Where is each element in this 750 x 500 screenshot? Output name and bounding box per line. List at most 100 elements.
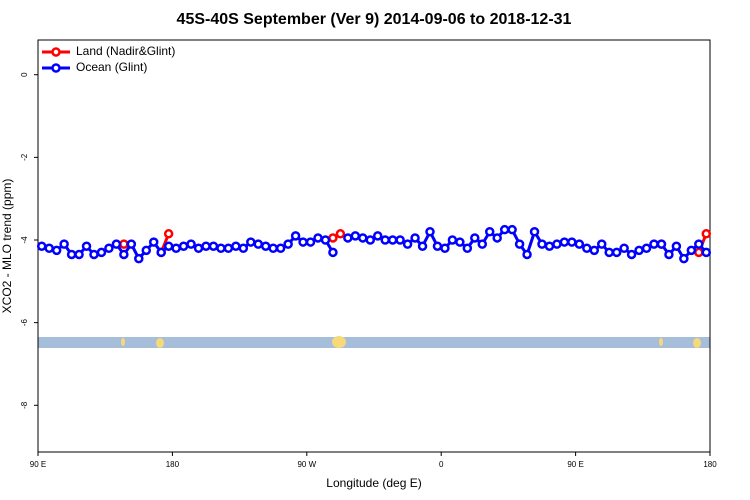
data-point xyxy=(216,243,226,254)
x-tick-label: 180 xyxy=(166,460,180,469)
data-point xyxy=(320,235,331,245)
legend-marker xyxy=(51,47,61,57)
data-point xyxy=(499,224,510,235)
ocean-strip xyxy=(38,337,710,348)
data-point xyxy=(111,239,122,249)
data-point xyxy=(447,235,458,245)
land-patch xyxy=(693,338,701,348)
data-point xyxy=(66,249,77,260)
data-point xyxy=(290,231,301,241)
data-point xyxy=(402,239,413,249)
data-point xyxy=(649,239,659,249)
data-point xyxy=(268,243,278,254)
data-point xyxy=(335,229,346,239)
data-point xyxy=(694,239,704,249)
data-point xyxy=(328,247,338,258)
data-point xyxy=(372,231,383,241)
y-tick-label: -6 xyxy=(20,319,29,327)
land-patch xyxy=(332,336,346,348)
data-point xyxy=(641,243,652,254)
x-tick-label: 90 E xyxy=(567,460,583,469)
x-tick-label: 180 xyxy=(703,460,717,469)
data-point xyxy=(589,245,600,256)
data-point xyxy=(611,247,622,258)
data-point xyxy=(544,241,555,251)
data-point xyxy=(89,249,99,260)
data-point xyxy=(328,233,338,243)
data-point xyxy=(432,241,443,251)
data-point xyxy=(96,247,107,258)
data-point xyxy=(582,243,592,254)
data-point xyxy=(171,243,181,254)
data-point xyxy=(238,243,249,254)
x-tick-label: 0 xyxy=(439,460,444,469)
data-point xyxy=(51,245,62,256)
data-point xyxy=(163,229,174,239)
data-point xyxy=(701,247,712,258)
data-point xyxy=(36,241,47,251)
land-patch xyxy=(121,338,125,346)
data-point xyxy=(537,239,547,249)
data-point xyxy=(694,247,704,258)
legend-label: Ocean (Glint) xyxy=(76,60,147,74)
data-point xyxy=(208,241,219,251)
data-point xyxy=(343,233,353,243)
chart-title: 45S-40S September (Ver 9) 2014-09-06 to … xyxy=(177,11,572,28)
y-tick-label: 0 xyxy=(20,72,29,77)
data-point xyxy=(484,226,495,237)
data-point xyxy=(231,241,241,251)
y-axis-label: XCO2 - MLO trend (ppm) xyxy=(0,179,14,314)
data-point xyxy=(619,243,629,254)
data-point xyxy=(455,237,465,247)
data-point xyxy=(156,247,166,258)
y-tick-label: -4 xyxy=(20,236,29,244)
data-point xyxy=(514,239,525,249)
data-point xyxy=(74,249,84,260)
surface-strip xyxy=(38,336,710,348)
x-tick-label: 90 W xyxy=(297,460,316,469)
data-point xyxy=(260,241,271,251)
data-point xyxy=(163,241,174,251)
data-point xyxy=(193,243,204,254)
data-point xyxy=(141,245,152,256)
data-point xyxy=(395,235,405,245)
data-point xyxy=(462,243,473,254)
data-point xyxy=(701,229,712,239)
data-point xyxy=(119,239,129,249)
land-patch xyxy=(659,338,663,346)
data-point xyxy=(596,239,607,249)
legend-label: Land (Nadir&Glint) xyxy=(76,44,175,58)
data-point xyxy=(656,239,667,249)
data-point xyxy=(567,237,577,247)
x-tick-label: 90 E xyxy=(30,460,46,469)
plot-frame xyxy=(37,39,711,453)
data-point xyxy=(574,239,585,249)
data-point xyxy=(298,237,308,247)
data-point xyxy=(201,241,211,251)
data-point xyxy=(134,253,144,264)
data-point xyxy=(186,239,196,249)
y-tick-label: -2 xyxy=(20,153,29,161)
data-point xyxy=(350,231,361,241)
data-point xyxy=(253,239,264,249)
data-point xyxy=(671,241,682,251)
data-point xyxy=(679,253,689,264)
data-point xyxy=(119,249,129,260)
data-point xyxy=(104,243,114,254)
data-point xyxy=(148,237,159,247)
data-point xyxy=(552,239,562,249)
data-point xyxy=(477,239,488,249)
data-point xyxy=(507,224,517,235)
data-point xyxy=(358,233,368,243)
data-point xyxy=(425,226,435,237)
data-point xyxy=(246,237,256,247)
data-point xyxy=(387,235,398,245)
data-point xyxy=(305,237,316,247)
data-point xyxy=(626,249,637,260)
data-point xyxy=(410,233,420,243)
data-point xyxy=(492,233,502,243)
data-point xyxy=(313,233,323,243)
y-tick-label: -8 xyxy=(20,401,29,409)
data-point xyxy=(223,243,234,254)
